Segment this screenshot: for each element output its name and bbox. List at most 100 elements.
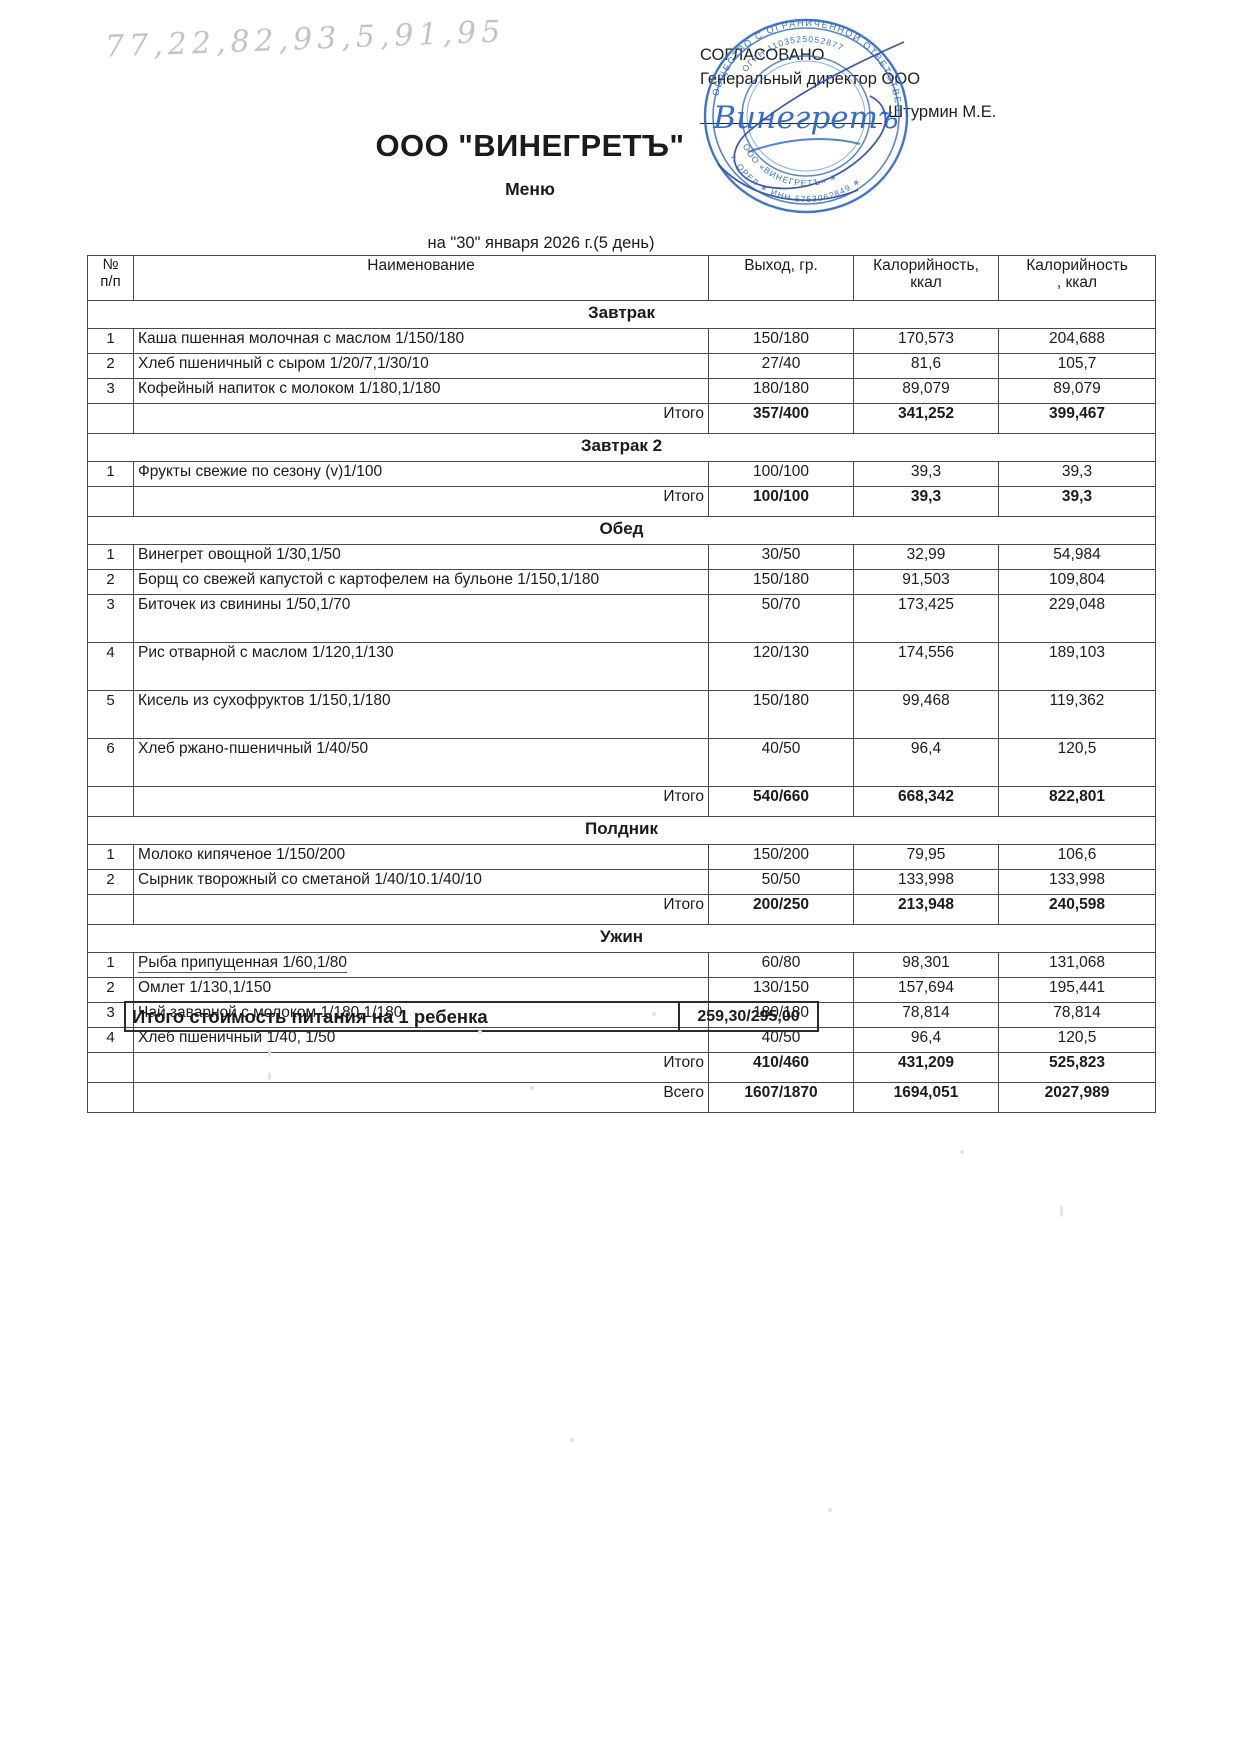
section-total-calorie-1: 213,948 — [853, 894, 999, 925]
section-total-output: 100/100 — [708, 486, 854, 517]
dish-calorie-2: 89,079 — [998, 378, 1156, 404]
grand-total-calorie-2: 2027,989 — [998, 1082, 1156, 1113]
dish-output: 100/100 — [708, 461, 854, 487]
row-number: 2 — [87, 977, 134, 1003]
header-calorie-1-line2: ккал — [910, 274, 942, 292]
total-cost-value: 259,30/295,00 — [678, 1003, 817, 1030]
dish-name: Кофейный напиток с молоком 1/180,1/180 — [133, 378, 709, 404]
dish-calorie-1: 98,301 — [853, 952, 999, 978]
grand-total-row: Всего 1607/1870 1694,051 2027,989 — [87, 1082, 1156, 1113]
table-row: 3 Биточек из свинины 1/50,1/70 50/70 173,42… — [87, 594, 1156, 643]
dish-calorie-1: 81,6 — [853, 353, 999, 379]
dish-output: 40/50 — [708, 738, 854, 787]
row-number: 5 — [87, 690, 134, 739]
total-cost-row: Итого стоимость питания на 1 ребенка 259… — [124, 1001, 819, 1032]
section-total-calorie-2: 822,801 — [998, 786, 1156, 817]
dish-name-text: Рыба припущенная 1/60,1/80 — [138, 954, 348, 973]
section-header-row: Завтрак — [87, 300, 1156, 329]
row-number: 2 — [87, 569, 134, 595]
section-title: Ужин — [87, 924, 1156, 953]
row-number: 6 — [87, 738, 134, 787]
dish-calorie-1: 79,95 — [853, 844, 999, 870]
table-row: 2 Хлеб пшеничный с сыром 1/20/7,1/30/10 27… — [87, 353, 1156, 379]
table-row: 1 Фрукты свежие по сезону (v)1/100 100/100… — [87, 461, 1156, 487]
dish-output: 50/70 — [708, 594, 854, 643]
header-calorie-2: Калорийность , ккал — [998, 255, 1156, 301]
section-total-calorie-1: 341,252 — [853, 403, 999, 434]
dish-calorie-1: 96,4 — [853, 738, 999, 787]
dish-calorie-2: 120,5 — [998, 738, 1156, 787]
dish-output: 150/180 — [708, 569, 854, 595]
signature-line — [700, 109, 882, 125]
table-row: 1 Винегрет овощной 1/30,1/50 30/50 32,99 54,… — [87, 544, 1156, 570]
table-row: 5 Кисель из сухофруктов 1/150,1/180 150/18… — [87, 690, 1156, 739]
dish-calorie-1: 157,694 — [853, 977, 999, 1003]
dish-calorie-1: 99,468 — [853, 690, 999, 739]
section-total-output: 357/400 — [708, 403, 854, 434]
dish-calorie-1: 32,99 — [853, 544, 999, 570]
total-spacer — [87, 403, 134, 434]
header-output: Выход, гр. — [708, 255, 854, 301]
section-total-label: Итого — [133, 403, 709, 434]
row-number: 1 — [87, 328, 134, 354]
section-total-output: 200/250 — [708, 894, 854, 925]
dish-calorie-2: 131,068 — [998, 952, 1156, 978]
dish-name: Омлет 1/130,1/150 — [133, 977, 709, 1003]
table-row: 3 Кофейный напиток с молоком 1/180,1/180 1… — [87, 378, 1156, 404]
dish-name: Рис отварной с маслом 1/120,1/130 — [133, 642, 709, 691]
row-number: 4 — [87, 642, 134, 691]
grand-total-calorie-1: 1694,051 — [853, 1082, 999, 1113]
section-total-label: Итого — [133, 1052, 709, 1083]
table-row: 6 Хлеб ржано-пшеничный 1/40/50 40/50 96,4 12… — [87, 738, 1156, 787]
section-total-calorie-1: 431,209 — [853, 1052, 999, 1083]
grand-total-spacer — [87, 1082, 134, 1113]
dish-calorie-2: 119,362 — [998, 690, 1156, 739]
dish-name: Сырник творожный со сметаной 1/40/10.1/4… — [133, 869, 709, 895]
dish-calorie-2: 78,814 — [998, 1002, 1156, 1028]
dish-calorie-1: 170,573 — [853, 328, 999, 354]
section-total-row: Итого 410/460 431,209 525,823 — [87, 1052, 1156, 1083]
section-total-output: 540/660 — [708, 786, 854, 817]
grand-total-label: Всего — [133, 1082, 709, 1113]
row-number: 3 — [87, 594, 134, 643]
row-number: 1 — [87, 952, 134, 978]
signature-row: Штурмин М.Е. — [700, 101, 1030, 125]
dish-calorie-2: 189,103 — [998, 642, 1156, 691]
section-title: Обед — [87, 516, 1156, 545]
table-row: 2 Омлет 1/130,1/150 130/150 157,694 195,441 — [87, 977, 1156, 1003]
dish-calorie-2: 133,998 — [998, 869, 1156, 895]
dish-output: 150/180 — [708, 690, 854, 739]
dish-output: 150/180 — [708, 328, 854, 354]
dish-output: 30/50 — [708, 544, 854, 570]
total-spacer — [87, 486, 134, 517]
dish-output: 60/80 — [708, 952, 854, 978]
dish-calorie-1: 39,3 — [853, 461, 999, 487]
dish-calorie-1: 96,4 — [853, 1027, 999, 1053]
table-row: 2 Сырник творожный со сметаной 1/40/10.1/… — [87, 869, 1156, 895]
section-total-row: Итого 100/100 39,3 39,3 — [87, 486, 1156, 517]
row-number: 3 — [87, 1002, 134, 1028]
grand-total-output: 1607/1870 — [708, 1082, 854, 1113]
dish-name: Каша пшенная молочная с маслом 1/150/180 — [133, 328, 709, 354]
section-total-output: 410/460 — [708, 1052, 854, 1083]
dish-name: Хлеб ржано-пшеничный 1/40/50 — [133, 738, 709, 787]
menu-subtitle: Меню — [505, 179, 555, 199]
dish-output: 130/150 — [708, 977, 854, 1003]
dish-calorie-2: 109,804 — [998, 569, 1156, 595]
table-header-row: № п/п Наименование Выход, гр. Калорийнос… — [87, 255, 1156, 301]
section-total-calorie-2: 240,598 — [998, 894, 1156, 925]
row-number: 1 — [87, 844, 134, 870]
section-total-row: Итого 540/660 668,342 822,801 — [87, 786, 1156, 817]
dish-output: 50/50 — [708, 869, 854, 895]
row-number: 2 — [87, 353, 134, 379]
section-total-row: Итого 200/250 213,948 240,598 — [87, 894, 1156, 925]
header-calorie-2-line1: Калорийность — [1026, 257, 1128, 274]
row-number: 1 — [87, 461, 134, 487]
table-row: 1 Рыба припущенная 1/60,1/80 60/80 98,301 13… — [87, 952, 1156, 978]
section-total-label: Итого — [133, 786, 709, 817]
section-total-label: Итого — [133, 894, 709, 925]
dish-calorie-1: 173,425 — [853, 594, 999, 643]
section-title: Завтрак 2 — [87, 433, 1156, 462]
row-number: 2 — [87, 869, 134, 895]
header-calorie-1-line1: Калорийность, — [873, 257, 979, 274]
